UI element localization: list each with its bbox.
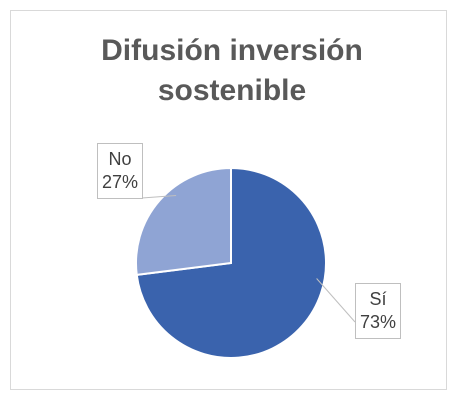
- data-label-value: 73%: [360, 312, 396, 332]
- label-box: [97, 143, 143, 199]
- pie-slice: [135, 166, 232, 277]
- chart-title: Difusión inversión sostenible: [101, 34, 363, 107]
- leader-line: [141, 195, 177, 199]
- label-box: [355, 283, 401, 339]
- data-label-value: 27%: [102, 172, 138, 192]
- data-label-category: No: [108, 149, 131, 169]
- data-label-category: Sí: [369, 289, 386, 309]
- leader-line: [316, 278, 356, 323]
